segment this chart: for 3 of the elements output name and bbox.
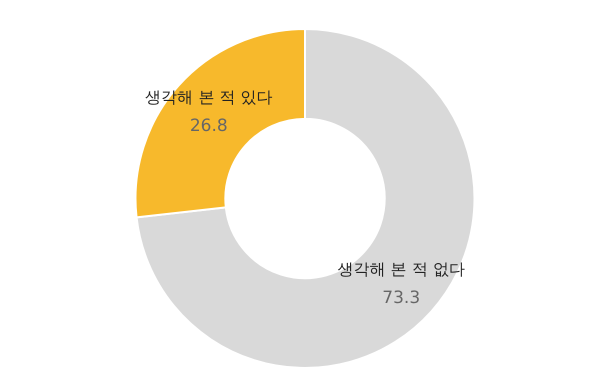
- slice-label: 생각해 본 적 없다: [338, 260, 465, 279]
- data-label: 73.3: [382, 288, 420, 308]
- data-label: 26.8: [190, 116, 228, 136]
